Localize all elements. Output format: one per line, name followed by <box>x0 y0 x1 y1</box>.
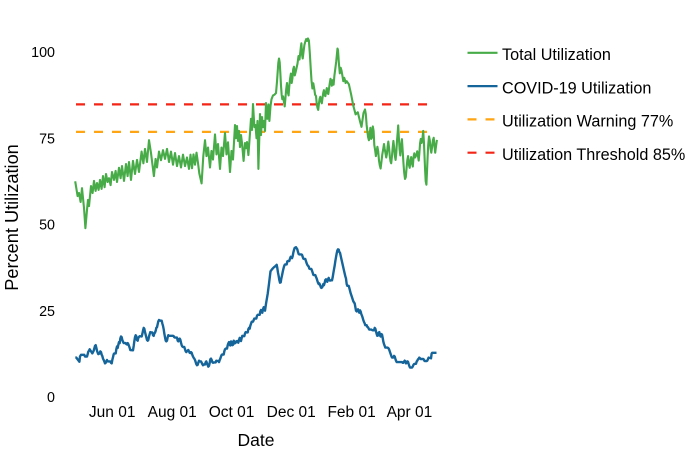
svg-text:Utilization Warning 77%: Utilization Warning 77% <box>502 113 673 131</box>
svg-text:Dec 01: Dec 01 <box>267 404 316 421</box>
svg-text:Aug 01: Aug 01 <box>148 404 197 421</box>
svg-text:COVID-19 Utilization: COVID-19 Utilization <box>502 79 651 97</box>
svg-text:Date: Date <box>238 430 275 450</box>
svg-text:Oct 01: Oct 01 <box>209 404 255 421</box>
svg-text:Total Utilization: Total Utilization <box>502 46 611 64</box>
svg-text:Apr 01: Apr 01 <box>387 404 433 421</box>
svg-text:75: 75 <box>39 131 55 147</box>
svg-text:25: 25 <box>39 304 55 320</box>
svg-text:Jun 01: Jun 01 <box>89 404 136 421</box>
svg-text:Feb 01: Feb 01 <box>327 404 375 421</box>
svg-text:Percent Utilization: Percent Utilization <box>2 144 22 291</box>
svg-text:0: 0 <box>47 390 55 406</box>
svg-text:100: 100 <box>31 45 55 61</box>
svg-text:50: 50 <box>39 218 55 234</box>
svg-text:Utilization Threshold 85%: Utilization Threshold 85% <box>502 146 685 164</box>
